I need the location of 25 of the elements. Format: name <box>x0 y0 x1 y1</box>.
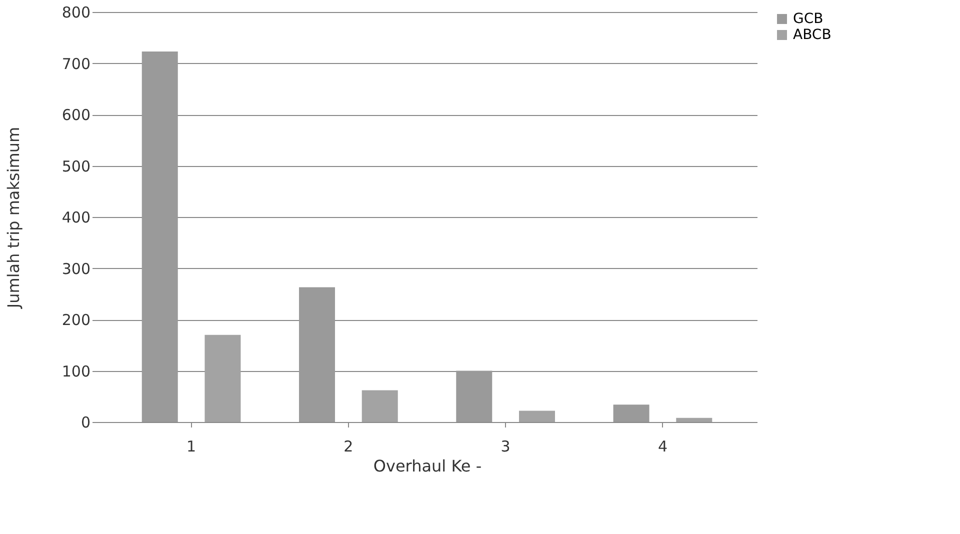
y-tick-label: 500 <box>62 157 90 176</box>
y-tick-label: 700 <box>62 54 90 73</box>
x-tick-label: 4 <box>658 438 668 456</box>
bar <box>613 404 650 422</box>
y-axis-title: Jumlah trip maksimum <box>4 126 23 310</box>
legend-label: ABCB <box>793 27 832 43</box>
x-tick-label: 3 <box>500 438 510 456</box>
bar <box>299 287 335 422</box>
bar <box>519 410 555 422</box>
y-tick-label: 100 <box>62 362 90 380</box>
x-tick-label: 2 <box>344 438 354 456</box>
legend-label: GCB <box>793 11 824 27</box>
y-tick-label: 400 <box>62 208 90 226</box>
y-tick-label: 800 <box>62 4 90 22</box>
x-axis-title: Overhaul Ke - <box>373 456 482 476</box>
y-tick-label: 600 <box>62 106 90 124</box>
x-tick-label: 1 <box>186 438 196 456</box>
y-tick-label: 0 <box>80 414 90 432</box>
bar <box>362 390 398 422</box>
bar <box>142 51 178 422</box>
y-tick-label: 200 <box>62 311 90 329</box>
bar <box>456 370 492 422</box>
bar <box>204 334 241 422</box>
y-tick-label: 300 <box>62 260 90 278</box>
bar <box>676 418 712 422</box>
